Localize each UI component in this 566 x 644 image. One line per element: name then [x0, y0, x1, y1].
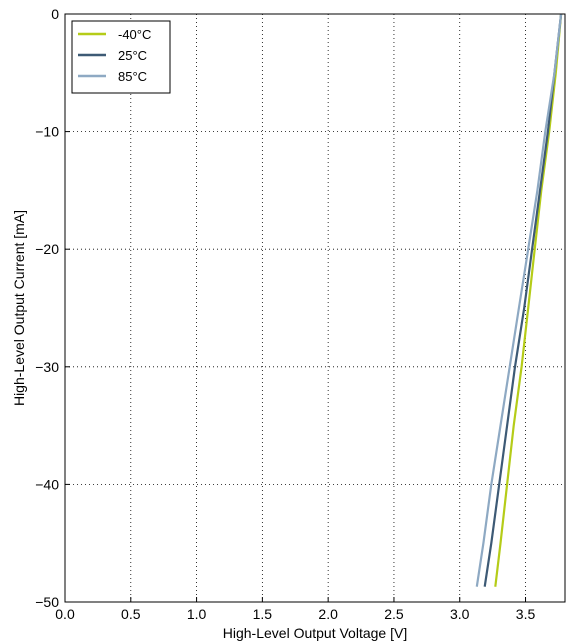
x-tick-label: 1.0 [187, 606, 207, 622]
x-tick-label: 3.5 [516, 606, 536, 622]
x-tick-label: 0.0 [55, 606, 75, 622]
legend-label: 85°C [118, 69, 147, 84]
legend-label: 25°C [118, 48, 147, 63]
axis-ticks: 0.0 0.5 1.0 1.5 2.0 2.5 3.0 3.5 0 −10 −20 −30 −40 −50 [35, 6, 535, 622]
x-tick-label: 1.5 [253, 606, 273, 622]
x-tick-label: 3.0 [450, 606, 470, 622]
plot-area-frame [64, 13, 566, 603]
y-tick-label: −40 [35, 476, 59, 492]
y-tick-label: 0 [51, 6, 59, 22]
x-tick-label: 0.5 [121, 606, 141, 622]
y-axis-label: High-Level Output Current [mA] [11, 210, 27, 406]
grid-lines [65, 14, 565, 602]
legend-box [71, 20, 171, 94]
legend-label: -40°C [118, 27, 151, 42]
x-tick-label: 2.0 [318, 606, 338, 622]
x-tick-label: 2.5 [384, 606, 404, 622]
series-lines [475, 13, 563, 587]
series-line [475, 13, 563, 587]
y-tick-label: −20 [35, 241, 59, 257]
series-line [483, 13, 563, 587]
series-line [494, 13, 563, 587]
y-tick-label: −10 [35, 124, 59, 140]
y-tick-label: −50 [35, 594, 59, 610]
y-tick-label: −30 [35, 359, 59, 375]
x-axis-label: High-Level Output Voltage [V] [223, 625, 407, 641]
legend: -40°C 25°C 85°C [71, 20, 171, 94]
